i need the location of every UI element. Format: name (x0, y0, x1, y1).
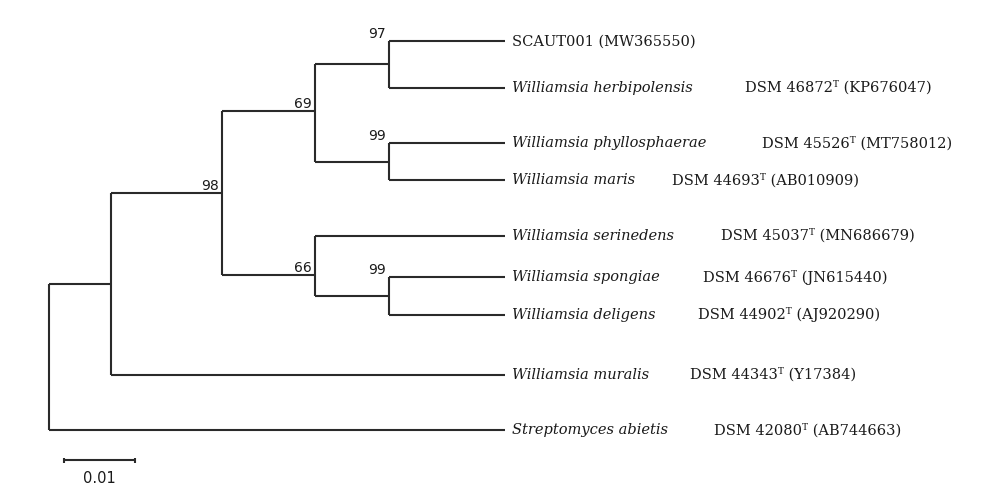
Text: DSM 44902ᵀ (AJ920290): DSM 44902ᵀ (AJ920290) (698, 307, 880, 322)
Text: 99: 99 (368, 264, 386, 277)
Text: Streptomyces abietis: Streptomyces abietis (512, 423, 673, 437)
Text: 99: 99 (368, 129, 386, 143)
Text: 97: 97 (368, 27, 386, 41)
Text: DSM 42080ᵀ (AB744663): DSM 42080ᵀ (AB744663) (714, 423, 901, 437)
Text: 0.01: 0.01 (83, 471, 116, 486)
Text: 69: 69 (294, 97, 312, 111)
Text: 98: 98 (201, 179, 219, 193)
Text: Williamsia muralis: Williamsia muralis (512, 368, 654, 382)
Text: DSM 44343ᵀ (Y17384): DSM 44343ᵀ (Y17384) (690, 368, 856, 382)
Text: DSM 46872ᵀ (KP676047): DSM 46872ᵀ (KP676047) (745, 80, 931, 95)
Text: DSM 45526ᵀ (MT758012): DSM 45526ᵀ (MT758012) (762, 136, 952, 151)
Text: Williamsia maris: Williamsia maris (512, 173, 640, 187)
Text: Williamsia herbipolensis: Williamsia herbipolensis (512, 81, 697, 94)
Text: DSM 46676ᵀ (JN615440): DSM 46676ᵀ (JN615440) (703, 270, 888, 285)
Text: Williamsia deligens: Williamsia deligens (512, 308, 660, 322)
Text: 66: 66 (294, 261, 312, 275)
Text: Williamsia spongiae: Williamsia spongiae (512, 271, 664, 284)
Text: SCAUT001 (MW365550): SCAUT001 (MW365550) (512, 34, 696, 48)
Text: Williamsia phyllosphaerae: Williamsia phyllosphaerae (512, 136, 711, 150)
Text: DSM 44693ᵀ (AB010909): DSM 44693ᵀ (AB010909) (672, 173, 859, 187)
Text: DSM 45037ᵀ (MN686679): DSM 45037ᵀ (MN686679) (721, 229, 915, 243)
Text: Williamsia serinedens: Williamsia serinedens (512, 229, 679, 243)
